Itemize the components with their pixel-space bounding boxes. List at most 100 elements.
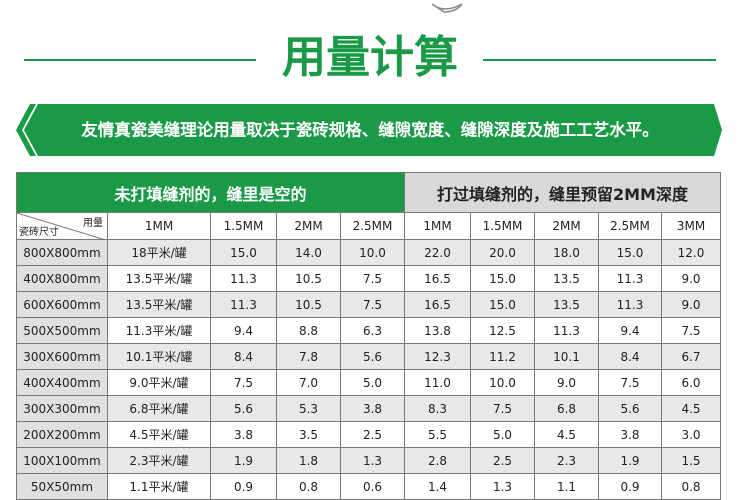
size-cell: 500X500mm — [16, 317, 108, 344]
value-cell: 20.0 — [470, 239, 535, 266]
size-cell: 100X100mm — [16, 447, 108, 474]
value-cell: 7.0 — [276, 369, 341, 396]
value-cell: 0.9 — [598, 473, 662, 500]
size-cell: 300X300mm — [16, 395, 108, 422]
value-cell: 3.8 — [598, 421, 662, 448]
value-cell: 11.3 — [534, 317, 599, 344]
value-cell: 13.5平米/罐 — [107, 265, 211, 292]
value-cell: 0.8 — [661, 473, 721, 500]
value-cell: 1.8 — [276, 447, 341, 474]
value-cell: 14.0 — [276, 239, 341, 266]
value-cell: 4.5 — [534, 421, 599, 448]
value-cell: 12.0 — [661, 239, 721, 266]
value-cell: 1.3 — [340, 447, 405, 474]
value-cell: 7.8 — [276, 343, 341, 370]
value-cell: 6.3 — [340, 317, 405, 344]
value-cell: 11.2 — [470, 343, 535, 370]
value-cell: 4.5平米/罐 — [107, 421, 211, 448]
value-cell: 11.3 — [210, 291, 277, 318]
value-cell: 9.4 — [210, 317, 277, 344]
group-header: 未打填缝剂的，缝里是空的 — [16, 172, 405, 213]
corner-label: 用量 — [83, 218, 103, 229]
value-cell: 1.1平米/罐 — [107, 473, 211, 500]
value-cell: 9.0 — [661, 265, 721, 292]
value-cell: 15.0 — [470, 265, 535, 292]
value-cell: 0.6 — [340, 473, 405, 500]
value-cell: 8.3 — [404, 395, 471, 422]
value-cell: 11.3平米/罐 — [107, 317, 211, 344]
value-cell: 5.0 — [470, 421, 535, 448]
column-header: 2.5MM — [598, 212, 662, 240]
banner-tip — [16, 104, 36, 156]
value-cell: 9.0 — [661, 291, 721, 318]
value-cell: 6.8平米/罐 — [107, 395, 211, 422]
value-cell: 15.0 — [470, 291, 535, 318]
value-cell: 15.0 — [598, 239, 662, 266]
size-cell: 200X200mm — [16, 421, 108, 448]
icon — [431, 3, 463, 13]
value-cell: 10.0 — [340, 239, 405, 266]
value-cell: 1.4 — [404, 473, 471, 500]
value-cell: 0.8 — [276, 473, 341, 500]
value-cell: 4.5 — [661, 395, 721, 422]
column-header: 1MM — [404, 212, 471, 240]
value-cell: 5.6 — [210, 395, 277, 422]
column-header: 2MM — [276, 212, 341, 240]
column-header: 2MM — [534, 212, 599, 240]
value-cell: 10.5 — [276, 265, 341, 292]
value-cell: 6.7 — [661, 343, 721, 370]
column-header: 2.5MM — [340, 212, 405, 240]
size-cell: 400X400mm — [16, 369, 108, 396]
value-cell: 13.5平米/罐 — [107, 291, 211, 318]
value-cell: 10.5 — [276, 291, 341, 318]
value-cell: 0.9 — [210, 473, 277, 500]
column-header: 1MM — [107, 212, 211, 240]
size-cell: 400X800mm — [16, 265, 108, 292]
value-cell: 2.5 — [340, 421, 405, 448]
value-cell: 12.5 — [470, 317, 535, 344]
value-cell: 7.5 — [598, 369, 662, 396]
value-cell: 13.5 — [534, 265, 599, 292]
value-cell: 1.1 — [534, 473, 599, 500]
size-cell: 300X600mm — [16, 343, 108, 370]
corner-cell: 用量 瓷砖尺寸 — [16, 212, 108, 240]
value-cell: 18.0 — [534, 239, 599, 266]
value-cell: 13.8 — [404, 317, 471, 344]
header-graphics: 用量计算 友情真瓷美缝理论用量取决于瓷砖规格、缝隙宽度、缝隙深度及施工工艺水平。 — [16, 3, 722, 156]
column-header: 3MM — [661, 212, 721, 240]
column-header: 1.5MM — [210, 212, 277, 240]
value-cell: 2.3平米/罐 — [107, 447, 211, 474]
value-cell: 3.5 — [276, 421, 341, 448]
value-cell: 2.5 — [470, 447, 535, 474]
value-cell: 7.5 — [340, 265, 405, 292]
value-cell: 10.1平米/罐 — [107, 343, 211, 370]
value-cell: 7.5 — [340, 291, 405, 318]
value-cell: 18平米/罐 — [107, 239, 211, 266]
value-cell: 9.0 — [534, 369, 599, 396]
value-cell: 7.5 — [210, 369, 277, 396]
value-cell: 5.6 — [598, 395, 662, 422]
value-cell: 11.3 — [598, 265, 662, 292]
value-cell: 5.6 — [340, 343, 405, 370]
value-cell: 9.4 — [598, 317, 662, 344]
value-cell: 1.3 — [470, 473, 535, 500]
value-cell: 12.3 — [404, 343, 471, 370]
value-cell: 1.9 — [598, 447, 662, 474]
value-cell: 3.8 — [210, 421, 277, 448]
value-cell: 11.3 — [210, 265, 277, 292]
value-cell: 7.5 — [470, 395, 535, 422]
value-cell: 1.5 — [661, 447, 721, 474]
value-cell: 8.4 — [598, 343, 662, 370]
value-cell: 5.3 — [276, 395, 341, 422]
value-cell: 2.8 — [404, 447, 471, 474]
subtitle: 友情真瓷美缝理论用量取决于瓷砖规格、缝隙宽度、缝隙深度及施工工艺水平。 — [81, 120, 659, 140]
value-cell: 9.0平米/罐 — [107, 369, 211, 396]
value-cell: 13.5 — [534, 291, 599, 318]
banner — [24, 104, 722, 156]
value-cell: 10.0 — [470, 369, 535, 396]
size-cell: 600X600mm — [16, 291, 108, 318]
value-cell: 8.8 — [276, 317, 341, 344]
size-cell: 50X50mm — [16, 473, 108, 500]
value-cell: 2.3 — [534, 447, 599, 474]
